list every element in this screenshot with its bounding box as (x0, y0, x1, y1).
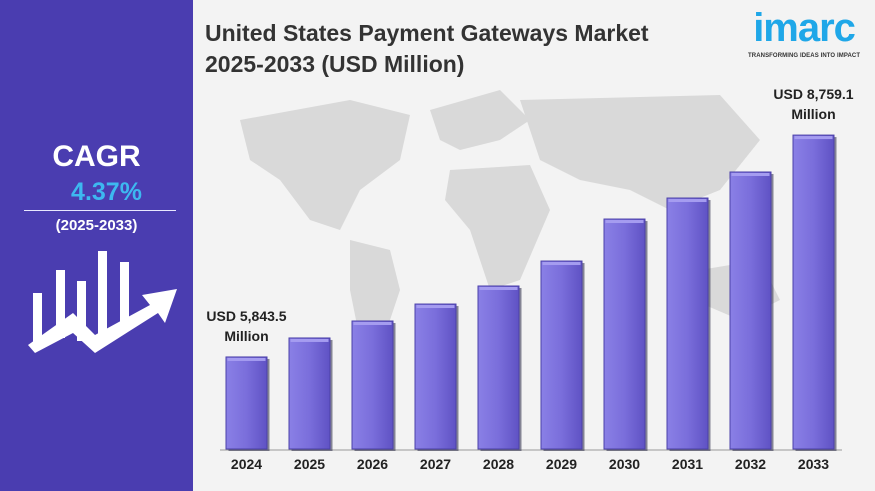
logo-text: imarc (753, 6, 856, 50)
x-tick-label: 2033 (798, 456, 829, 472)
imarc-logo: imarc TRANSFORMING IDEAS INTO IMPACT (748, 4, 860, 60)
divider (24, 210, 176, 211)
bar-highlight (353, 321, 392, 325)
x-tick-label: 2031 (672, 456, 703, 472)
bar-2030 (603, 218, 646, 450)
bar-2033 (792, 134, 835, 450)
title-line-2: 2025-2033 (USD Million) (205, 51, 465, 77)
bar-2024 (225, 356, 268, 450)
cagr-value: 4.37% (71, 178, 142, 206)
x-tick-label: 2032 (735, 456, 766, 472)
chart-title: United States Payment Gateways Market 20… (205, 18, 649, 80)
bar-highlight (668, 199, 707, 203)
x-tick-label: 2027 (420, 456, 451, 472)
bar-2029 (540, 260, 583, 450)
bar-highlight (542, 262, 581, 266)
x-tick-label: 2024 (231, 456, 262, 472)
bar-2025 (288, 337, 331, 450)
x-tick-label: 2030 (609, 456, 640, 472)
bar-highlight (227, 357, 266, 361)
bar-highlight (731, 172, 770, 176)
bar-highlight (290, 338, 329, 342)
bar-2031 (666, 197, 709, 450)
logo-tagline: TRANSFORMING IDEAS INTO IMPACT (748, 53, 861, 59)
x-tick-label: 2029 (546, 456, 577, 472)
x-tick-label: 2028 (483, 456, 514, 472)
bar-2027 (414, 303, 457, 450)
cagr-period: (2025-2033) (55, 217, 138, 234)
bar-highlight (605, 220, 644, 224)
bar-highlight (794, 136, 833, 140)
growth-chart-icon (28, 251, 177, 353)
bar-highlight (416, 305, 455, 309)
cagr-panel: CAGR 4.37% (2025-2033) (0, 0, 193, 491)
bar-2032 (729, 171, 772, 450)
data-label-unit: Million (224, 328, 268, 344)
bar-2028 (477, 285, 520, 450)
bar-highlight (479, 286, 518, 290)
x-tick-label: 2025 (294, 456, 325, 472)
bar-2026 (351, 320, 394, 450)
x-tick-label: 2026 (357, 456, 388, 472)
title-line-1: United States Payment Gateways Market (205, 20, 649, 46)
data-label: USD 5,843.5 (206, 308, 286, 324)
cagr-label: CAGR (52, 140, 141, 173)
data-label: USD 8,759.1 (773, 86, 853, 102)
data-label-unit: Million (791, 106, 835, 122)
